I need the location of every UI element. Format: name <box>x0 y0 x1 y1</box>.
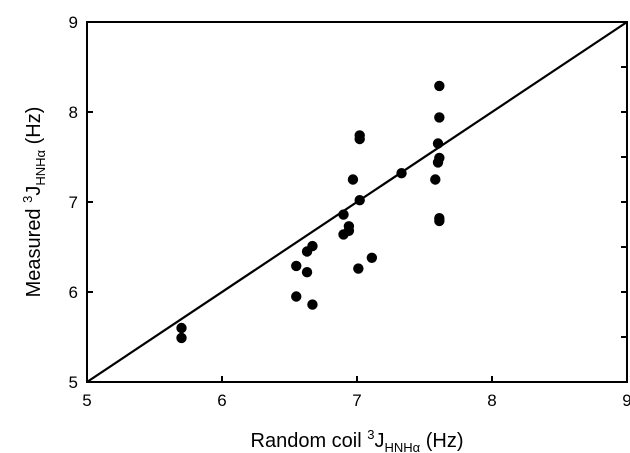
y-tick-label: 8 <box>69 103 78 122</box>
data-point <box>396 168 407 179</box>
data-point <box>434 112 445 123</box>
data-point <box>307 299 318 310</box>
data-points <box>176 80 445 344</box>
data-point <box>354 133 365 145</box>
data-point <box>291 260 302 272</box>
x-tick-label: 7 <box>352 391 361 410</box>
data-point <box>347 174 359 185</box>
data-point <box>366 252 378 263</box>
data-point <box>291 291 302 302</box>
data-point <box>338 209 349 220</box>
data-point <box>354 195 365 206</box>
data-point <box>434 80 445 92</box>
data-point <box>353 263 364 274</box>
data-point <box>432 138 444 149</box>
data-point <box>176 332 187 344</box>
data-point <box>434 215 445 227</box>
y-tick-label: 7 <box>69 193 78 212</box>
y-tick-label: 5 <box>69 373 78 392</box>
y-tick-label: 9 <box>69 13 78 32</box>
x-tick-label: 8 <box>487 391 496 410</box>
y-tick-label: 6 <box>69 283 78 302</box>
data-point <box>307 240 318 252</box>
data-point <box>301 267 313 278</box>
data-point <box>176 322 187 334</box>
data-point <box>430 174 441 185</box>
x-tick-label: 5 <box>82 391 91 410</box>
x-tick-label: 6 <box>217 391 226 410</box>
x-axis-title: Random coil 3JHNHα (Hz) <box>251 427 464 453</box>
axis-ticks <box>86 21 628 383</box>
axis-tick-labels: 5 6 7 8 9 5 6 7 8 9 <box>69 13 630 410</box>
y-axis-title: Measured 3JHNHα (Hz) <box>20 107 48 298</box>
data-point <box>343 225 355 236</box>
x-tick-label: 9 <box>622 391 630 410</box>
data-point <box>432 157 444 168</box>
